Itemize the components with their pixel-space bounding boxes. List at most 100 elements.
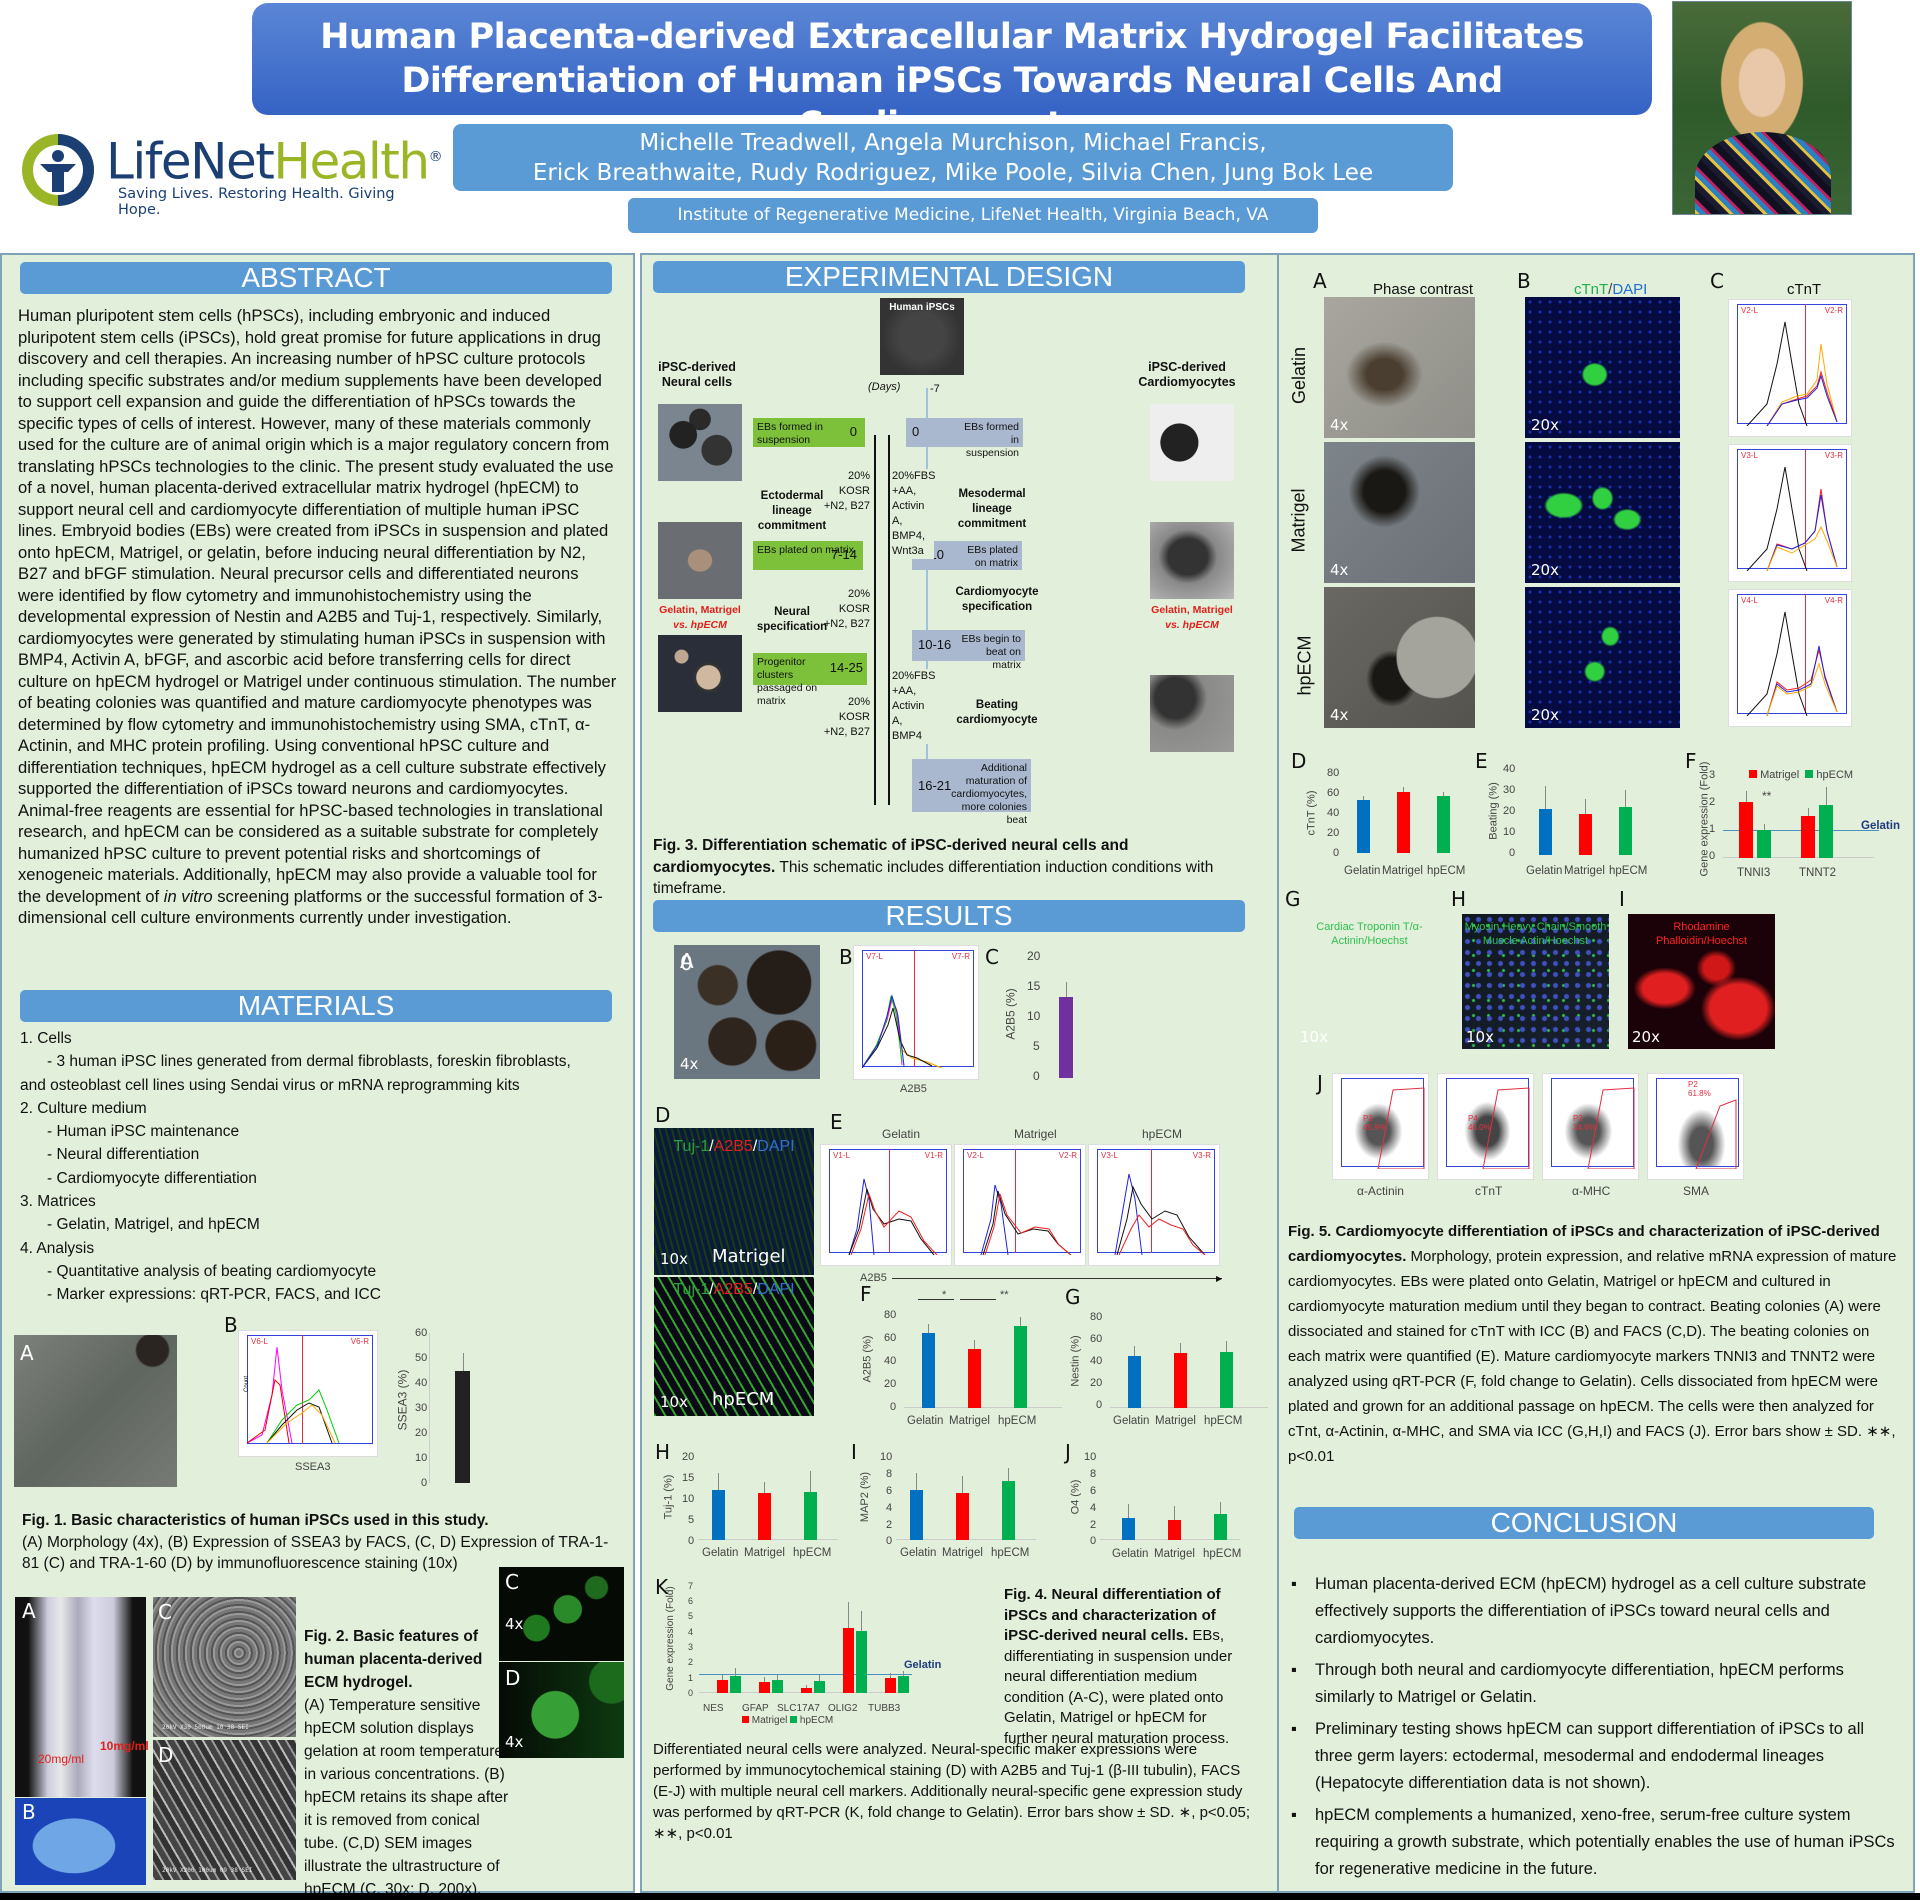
- fig2-conc-10: 10mg/ml: [100, 1739, 149, 1753]
- fig5-j-mhc-scatter: P3 34.6%: [1542, 1073, 1639, 1180]
- results-panel-f-label: F: [860, 1282, 872, 1306]
- fig5-panel-c-label: C: [1710, 269, 1724, 293]
- results-d-hpecm-image: Tuj-1/A2B5/DAPI 10x hpECM: [654, 1277, 814, 1416]
- fig5-e-beating-chart: Beating (%) 40 30 20 10 0: [1481, 763, 1651, 861]
- fig1-hist-xlabel: SSEA3: [295, 1461, 331, 1473]
- abstract-heading: ABSTRACT: [20, 262, 612, 294]
- conclusion-heading: CONCLUSION: [1294, 1507, 1874, 1539]
- fig2-panel-b-image: [15, 1798, 146, 1885]
- fig5-i-icc-image: Rhodamine Phalloidin/Hoechst 20x: [1628, 914, 1775, 1049]
- fig5-j-sma-scatter: P2 61.8%: [1647, 1073, 1744, 1180]
- results-a2b5-bar-chart: A2B5 (%) 20 15 10 5 0: [997, 949, 1077, 1083]
- fig1-caption: Fig. 1. Basic characteristics of human i…: [22, 1512, 609, 1572]
- fig5-j-actinin-scatter: P3 45.9%: [1332, 1073, 1429, 1180]
- fig5-cTnT-DAPI-label: cTnT/DAPI: [1574, 281, 1648, 298]
- results-e-matrigel-histogram: V2-L V2-R: [954, 1144, 1086, 1266]
- cardio-step-1: 0 EBs formed in suspension: [906, 418, 1023, 459]
- a2b5-axis-arrow: [892, 1278, 1222, 1279]
- fig4-caption-continued: Differentiated neural cells were analyze…: [653, 1741, 1251, 1842]
- cardio-step-3: 10-16 EBs begin to beat on matrix: [912, 630, 1025, 671]
- column-left: ABSTRACT Human pluripotent stem cells (h…: [0, 253, 635, 1898]
- results-e-hpecm-histogram: V3-L V3-R: [1088, 1144, 1220, 1266]
- bottom-border: [0, 1893, 1920, 1900]
- fig5-g-icc-image: Cardiac Troponin T/α-Actinin/Hoechst 10x: [1300, 921, 1423, 1046]
- title-line-1: Human Placenta-derived Extracellular Mat…: [320, 17, 1584, 57]
- conclusion-item: Human placenta-derived ECM (hpECM) hydro…: [1287, 1571, 1897, 1652]
- neural-media-bar: [874, 435, 876, 805]
- logo-tagline: Saving Lives. Restoring Health. Giving H…: [118, 186, 395, 218]
- results-panel-b-label: B: [839, 945, 853, 969]
- fig5-h-icc-image: Myosin Heavy Chain/Smooth Muscle Actin/H…: [1462, 914, 1609, 1049]
- author-photo: [1672, 1, 1852, 215]
- results-heading: RESULTS: [653, 900, 1245, 932]
- lifenet-logo-icon: [22, 134, 94, 206]
- fig1-ssea3-histogram: V6-L V6-R Count: [238, 1330, 378, 1457]
- neural-eb-image: [658, 404, 742, 481]
- ipsc-colony-image: Human iPSCs: [880, 298, 964, 375]
- institution: Institute of Regenerative Medicine, Life…: [628, 198, 1318, 233]
- results-d-matrigel-image: Tuj-1/A2B5/DAPI 10x Matrigel: [654, 1128, 814, 1275]
- fig5-caption: Fig. 5. Cardiomyocyte differentiation of…: [1288, 1223, 1897, 1465]
- fig4-caption: Fig. 4. Neural differentiation of iPSCs …: [1004, 1586, 1233, 1747]
- fig2-panel-c-sem: [153, 1597, 296, 1737]
- fig5-matrigel-ctnt-image: 20x: [1525, 442, 1680, 583]
- fig5-f-gene-chart: 3 2 1 0 **: [1709, 769, 1879, 867]
- results-panel-g-label: G: [1065, 1285, 1081, 1309]
- results-h-tuj1-chart: Tuj-1 (%) 20 15 10 5 0: [662, 1451, 838, 1547]
- column-right: A B C Phase contrast cTnT/DAPI cTnT Gela…: [1277, 253, 1915, 1893]
- neural-compare-label: Gelatin, Matrigel vs. hpECM: [659, 604, 741, 631]
- conclusion-item: Preliminary testing shows hpECM can supp…: [1287, 1716, 1897, 1797]
- logo-name-part1: LifeNet: [106, 132, 275, 191]
- results-j-o4-chart: O4 (%) 10 8 6 4 2 0: [1069, 1451, 1240, 1547]
- fig5-hpecm-ctnt-image: 20x: [1525, 587, 1680, 728]
- results-panel-h-label: H: [655, 1440, 671, 1464]
- materials-list: 1. Cells - 3 human iPSC lines generated …: [20, 1030, 571, 1304]
- neural-step-2: EBs plated on matrix 7-14: [753, 541, 863, 570]
- results-panel-c-label: C: [985, 945, 999, 969]
- fig5-panel-b-label: B: [1517, 269, 1531, 293]
- fig2-panel-a-image: [15, 1597, 146, 1797]
- results-panel-a-label: A: [680, 949, 694, 973]
- cardio-plated-image: [1150, 522, 1234, 599]
- fig5-panel-e-label: E: [1475, 749, 1488, 773]
- results-panel-d-label: D: [655, 1103, 671, 1127]
- results-a2b5-histogram: V7-L V7-R: [853, 945, 979, 1080]
- neural-step-3: Progenitor clusters passaged on matrix 14…: [753, 653, 867, 707]
- fig5-d-ctnt-chart: cTnT (%) 80 60 40 20 0: [1306, 767, 1457, 859]
- authors-line-1: Michelle Treadwell, Angela Murchison, Mi…: [639, 130, 1267, 156]
- fig5-panel-a-label: A: [1313, 269, 1327, 293]
- fig1-panel-d-image: [499, 1662, 624, 1758]
- cardio-eb-image: [1150, 404, 1234, 481]
- neural-step-1: EBs formed in suspension 0: [753, 418, 865, 447]
- fig1-ssea3-bar-chart: SSEA3 (%) 60 50 40 30 20 10 0: [395, 1327, 487, 1489]
- gelatin-reference-line: [699, 1674, 912, 1675]
- results-panel-a-image: 0: [674, 945, 820, 1079]
- results-g-nestin-chart: Nestin (%) 80 60 40 20 0: [1070, 1311, 1268, 1411]
- authors: Michelle Treadwell, Angela Murchison, Mi…: [453, 124, 1453, 191]
- fig5-gelatin-phase-image: 4x: [1324, 297, 1475, 438]
- fig5-panel-d-label: D: [1291, 749, 1307, 773]
- fig5-panel-i-label: I: [1619, 887, 1625, 911]
- neural-progenitor-image: [658, 635, 742, 712]
- fig5-panel-f-label: F: [1685, 749, 1697, 773]
- fig5-panel-g-label: G: [1285, 887, 1301, 911]
- k-legend: Matrigel hpECM: [742, 1715, 833, 1726]
- fig1-panel-b-label: B: [224, 1313, 238, 1337]
- experimental-design-heading: EXPERIMENTAL DESIGN: [653, 261, 1245, 293]
- results-i-map2-chart: MAP2 (%) 10 8 6 4 2 0: [859, 1451, 1036, 1547]
- results-panel-k-label: K: [655, 1575, 669, 1599]
- results-panel-j-label: J: [1065, 1440, 1071, 1464]
- fig5-gelatin-ctnt-image: 20x: [1525, 297, 1680, 438]
- fig1-panel-c-image: [499, 1567, 624, 1661]
- logo-registered: ®: [428, 149, 443, 165]
- fig1-panel-a-image: A: [14, 1335, 177, 1487]
- lifenet-logo: LifeNetHealth® Saving Lives. Restoring H…: [18, 130, 443, 218]
- conclusion-list: Human placenta-derived ECM (hpECM) hydro…: [1287, 1571, 1897, 1888]
- conclusion-item: hpECM complements a humanized, xeno-free…: [1287, 1802, 1897, 1883]
- fig5-panel-j-label: J: [1317, 1071, 1323, 1095]
- gelatin-reference-label: Gelatin: [904, 1659, 942, 1671]
- column-middle: EXPERIMENTAL DESIGN Human iPSCs (Days) -…: [640, 253, 1280, 1893]
- cardio-step-4: 16-21 Additional maturation of cardiomyoc…: [912, 759, 1031, 826]
- results-panel-e-label: E: [830, 1110, 843, 1134]
- fig5-hpecm-ctnt-histogram: V4-L V4-R: [1728, 589, 1852, 727]
